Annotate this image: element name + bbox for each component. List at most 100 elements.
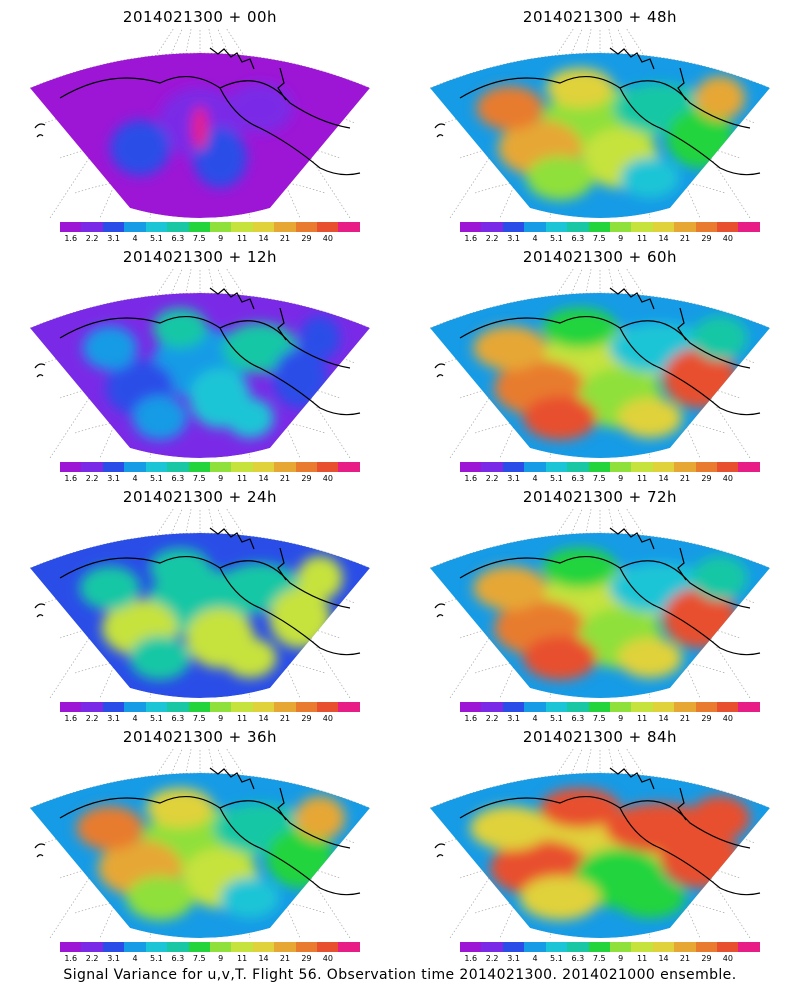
- colorbar: [460, 462, 760, 472]
- colorbar-tick-label: 2.2: [85, 714, 99, 723]
- colorbar: [460, 942, 760, 952]
- colorbar-swatch: [652, 462, 675, 472]
- colorbar-tick-label: 7.5: [192, 474, 206, 483]
- colorbar-tick-label: 6.3: [571, 234, 585, 243]
- colorbar-swatch: [231, 702, 253, 712]
- colorbar-swatch: [695, 222, 718, 232]
- forecast-panel: 2014021300 + 60h 1.6 2.2 3.1 4 5.1 6.3 7.5 9 11 14…: [400, 240, 800, 483]
- forecast-panel: 2014021300 + 12h 1.6 2.2 3.1 4 5.1 6.3 7.5 9 11 14…: [0, 240, 400, 483]
- colorbar-tick-label: 21: [279, 234, 291, 243]
- colorbar: [460, 222, 760, 232]
- colorbar-tick-label: 5.1: [550, 954, 563, 963]
- colorbar-tick-label: 1.6: [464, 234, 478, 243]
- colorbar-tick-label: 11: [237, 714, 248, 723]
- colorbar-swatch: [167, 942, 189, 952]
- colorbar-tick-label: 7.5: [592, 714, 606, 723]
- colorbar-swatch: [567, 462, 589, 472]
- colorbar-swatch: [167, 222, 189, 232]
- colorbar-swatch: [188, 702, 210, 712]
- colorbar-swatch: [295, 942, 318, 952]
- colorbar-swatch: [231, 462, 253, 472]
- colorbar-swatch: [652, 702, 675, 712]
- colorbar-swatch: [231, 942, 253, 952]
- colorbar-swatch: [567, 222, 589, 232]
- colorbar-swatch: [545, 942, 568, 952]
- colorbar-tick-label: 7.5: [192, 954, 206, 963]
- colorbar-tick-label: 5.1: [150, 474, 163, 483]
- colorbar-swatch: [252, 462, 275, 472]
- colorbar-tick-label: 4: [532, 714, 538, 723]
- colorbar-tick-label: 2.2: [485, 234, 499, 243]
- colorbar-swatch: [524, 462, 546, 472]
- panel-title: 2014021300 + 12h: [122, 248, 278, 266]
- colorbar: [60, 462, 360, 472]
- forecast-panel: 2014021300 + 48h 1.6 2.2 3.1 4 5.1 6.3 7.5 9 11 14…: [400, 0, 800, 243]
- colorbar-tick-label: 9: [618, 474, 624, 483]
- coastline: [34, 287, 361, 416]
- colorbar-swatch: [167, 462, 189, 472]
- colorbar-swatch: [145, 942, 168, 952]
- colorbar-tick-label: 5.1: [550, 474, 563, 483]
- forecast-panel: 2014021300 + 24h 1.6 2.2 3.1 4 5.1 6.3 7.5 9 11 14…: [0, 480, 400, 723]
- colorbar-tick-label: 6.3: [171, 714, 185, 723]
- colorbar-swatch: [231, 222, 253, 232]
- panel-title: 2014021300 + 72h: [522, 488, 678, 506]
- forecast-panel: 2014021300 + 00h 1.6 2.2 3.1 4 5.1 6.3 7.5 9 11 14…: [0, 0, 400, 243]
- colorbar-tick-label: 40: [322, 234, 333, 243]
- colorbar-swatch: [81, 702, 103, 712]
- forecast-panel: 2014021300 + 84h 1.6 2.2 3.1 4 5.1 6.3 7.5 9 11 14…: [400, 720, 800, 963]
- colorbar-ticks: 1.6 2.2 3.1 4 5.1 6.3 7.5 9 11 14 21 29 40: [60, 714, 360, 724]
- colorbar-swatch: [717, 702, 739, 712]
- coastline: [34, 47, 361, 176]
- colorbar-tick-label: 29: [701, 954, 712, 963]
- colorbar-swatch: [81, 462, 103, 472]
- colorbar-swatch: [338, 222, 360, 232]
- colorbar-tick-label: 6.3: [171, 234, 185, 243]
- colorbar-tick-label: 21: [679, 954, 691, 963]
- colorbar-tick-label: 11: [637, 474, 648, 483]
- variance-field: [30, 53, 370, 218]
- colorbar-tick-label: 40: [322, 954, 333, 963]
- colorbar: [60, 942, 360, 952]
- colorbar-tick-label: 2.2: [85, 474, 99, 483]
- colorbar-swatch: [81, 222, 103, 232]
- colorbar: [60, 702, 360, 712]
- colorbar-tick-label: 21: [679, 714, 691, 723]
- colorbar-tick-label: 9: [218, 954, 224, 963]
- colorbar-swatch: [102, 222, 125, 232]
- colorbar-swatch: [695, 462, 718, 472]
- colorbar-swatch: [652, 222, 675, 232]
- colorbar-tick-label: 1.6: [64, 954, 78, 963]
- colorbar-swatch: [60, 222, 82, 232]
- colorbar-swatch: [717, 942, 739, 952]
- forecast-panel: 2014021300 + 36h 1.6 2.2 3.1 4 5.1 6.3 7.5 9 11 14…: [0, 720, 400, 963]
- colorbar-swatch: [524, 942, 546, 952]
- colorbar-tick-label: 9: [618, 714, 624, 723]
- colorbar-swatch: [252, 702, 275, 712]
- colorbar-tick-label: 40: [722, 474, 733, 483]
- colorbar-tick-label: 9: [618, 954, 624, 963]
- colorbar-tick-label: 6.3: [571, 474, 585, 483]
- colorbar-swatch: [609, 462, 632, 472]
- colorbar-swatch: [317, 222, 339, 232]
- colorbar-tick-label: 9: [218, 714, 224, 723]
- colorbar-swatch: [167, 702, 189, 712]
- variance-field: [30, 533, 370, 698]
- colorbar-swatch: [695, 702, 718, 712]
- colorbar-swatch: [274, 462, 296, 472]
- colorbar-tick-label: 6.3: [571, 954, 585, 963]
- colorbar-swatch: [81, 942, 103, 952]
- colorbar-tick-label: 29: [301, 474, 312, 483]
- colorbar-ticks: 1.6 2.2 3.1 4 5.1 6.3 7.5 9 11 14 21 29 40: [460, 474, 760, 484]
- colorbar-swatch: [481, 462, 503, 472]
- colorbar-tick-label: 1.6: [464, 954, 478, 963]
- colorbar-swatch: [124, 222, 146, 232]
- colorbar-tick-label: 11: [237, 234, 248, 243]
- colorbar-tick-label: 7.5: [592, 954, 606, 963]
- variance-map: [429, 508, 771, 698]
- colorbar-swatch: [460, 222, 482, 232]
- colorbar-swatch: [317, 942, 339, 952]
- colorbar-tick-label: 3.1: [107, 714, 120, 723]
- colorbar-swatch: [124, 942, 146, 952]
- colorbar-swatch: [60, 462, 82, 472]
